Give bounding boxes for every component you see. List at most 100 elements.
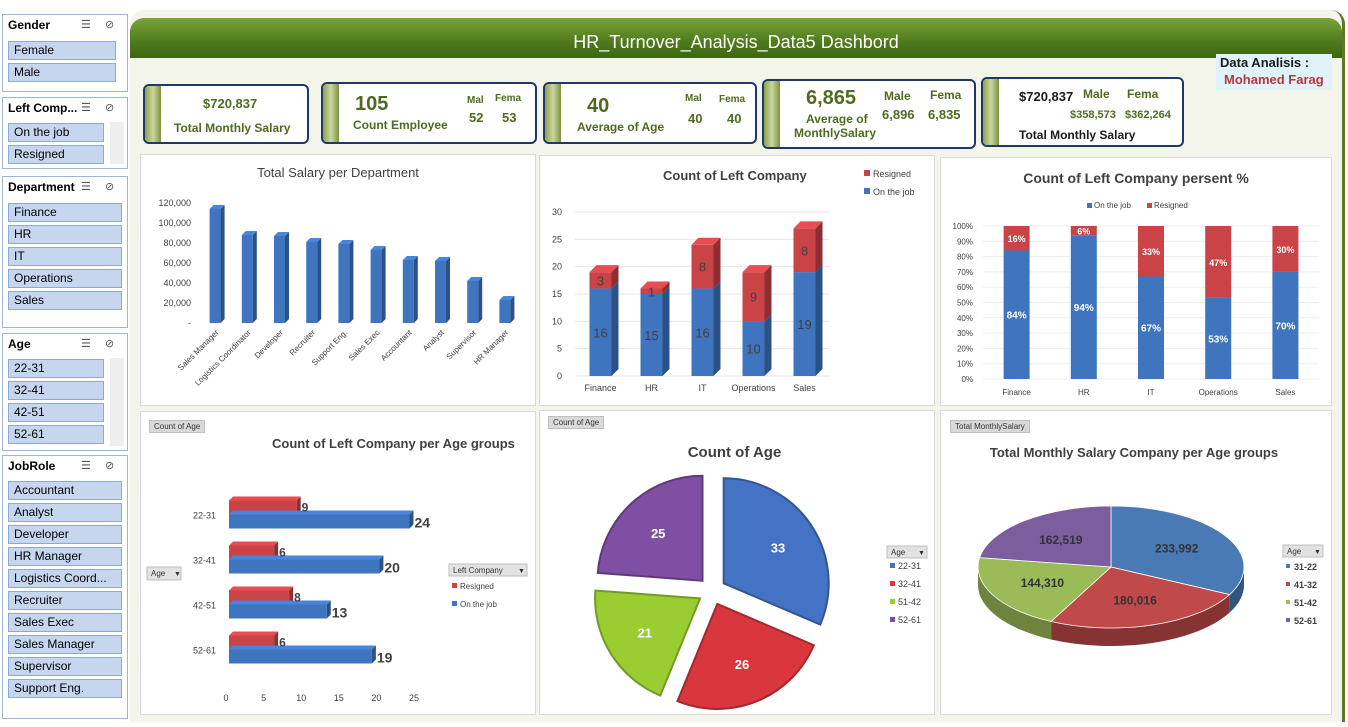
bar-top bbox=[338, 240, 354, 244]
chart-title: Count of Left Company per Age groups bbox=[272, 436, 515, 451]
age-filter-button bbox=[146, 566, 182, 581]
y-tick-label: 80% bbox=[957, 253, 973, 262]
jobrole-item[interactable]: Sales Manager bbox=[8, 635, 122, 654]
chart-6-svg: 233,992 180,016 144,310 162,519 Age ▼ 31-22 41-… bbox=[977, 505, 1324, 646]
bar-resigned bbox=[1003, 226, 1030, 251]
bar-side bbox=[413, 256, 418, 323]
data-label: 9 bbox=[302, 501, 309, 515]
legend-swatch bbox=[890, 563, 895, 568]
pie-slice bbox=[1050, 566, 1231, 629]
age-item[interactable]: 22-31 bbox=[8, 359, 104, 378]
left-item-resigned[interactable]: Resigned bbox=[8, 145, 104, 164]
jobrole-item[interactable]: Supervisor bbox=[8, 657, 122, 676]
clear-filter-icon[interactable]: ⊘ bbox=[105, 338, 115, 350]
dropdown-arrow-icon: ▼ bbox=[1314, 549, 1321, 556]
department-item[interactable]: HR bbox=[8, 225, 122, 244]
chart-1-svg: - 20,000 40,000 60,000 80,000 100,000 120,000 S… bbox=[158, 198, 515, 388]
jobrole-item[interactable]: HR Manager bbox=[8, 547, 122, 566]
total-monthly-salary-field-button[interactable]: Total MonthlySalary bbox=[950, 420, 1030, 433]
department-item[interactable]: Operations bbox=[8, 269, 122, 288]
multi-select-icon[interactable]: ☰ bbox=[81, 460, 91, 472]
department-item[interactable]: Finance bbox=[8, 203, 122, 222]
bar-resigned-top bbox=[229, 541, 279, 546]
jobrole-item[interactable]: Support Eng. bbox=[8, 679, 122, 698]
y-tick-label: 10 bbox=[552, 316, 562, 326]
legend-label: 52-61 bbox=[898, 615, 921, 625]
bar bbox=[241, 235, 253, 323]
multi-select-icon[interactable]: ☰ bbox=[81, 102, 91, 114]
bar-resigned-side bbox=[662, 281, 670, 294]
department-item[interactable]: IT bbox=[8, 247, 122, 266]
clear-filter-icon[interactable]: ⊘ bbox=[105, 460, 115, 472]
data-label: 16 bbox=[593, 325, 607, 340]
data-label: 16% bbox=[1008, 234, 1026, 244]
bar-on-the-job-top bbox=[229, 510, 414, 515]
legend-label: 32-41 bbox=[898, 579, 921, 589]
x-tick-label: 5 bbox=[261, 693, 266, 703]
data-label: 8 bbox=[699, 260, 706, 275]
data-label: 6% bbox=[1077, 227, 1090, 237]
chart-3-svg: 0% 10% 20% 30% 40% 50% 60% 70% 80% 90% 100% 84% 16% F… bbox=[953, 201, 1319, 397]
clear-filter-icon[interactable]: ⊘ bbox=[105, 19, 115, 31]
x-tick-label: 15 bbox=[334, 693, 344, 703]
y-tick-label: 0% bbox=[961, 375, 973, 384]
legend-label-resigned: Resigned bbox=[460, 582, 494, 591]
kpi-label: Count Employee bbox=[353, 118, 448, 132]
slicer-scrollbar[interactable] bbox=[110, 358, 124, 446]
legend-label-resigned: Resigned bbox=[873, 169, 911, 179]
clear-filter-icon[interactable]: ⊘ bbox=[105, 181, 115, 193]
bar-resigned bbox=[742, 272, 765, 322]
jobrole-item[interactable]: Sales Exec bbox=[8, 613, 122, 632]
gender-item-female[interactable]: Female bbox=[8, 41, 116, 60]
age-item[interactable]: 42-51 bbox=[8, 403, 104, 422]
department-slicer: Department ☰ ⊘ Finance HR IT Operations … bbox=[2, 176, 128, 328]
age-filter-label: Age bbox=[891, 548, 906, 557]
x-tick-label: Operations bbox=[731, 383, 776, 393]
data-label: 94% bbox=[1074, 303, 1094, 314]
department-item[interactable]: Sales bbox=[8, 291, 122, 310]
legend-label-on-the-job: On the job bbox=[460, 600, 497, 609]
bar-on-the-job-side bbox=[371, 645, 376, 664]
left-company-slicer-title: Left Comp... bbox=[8, 101, 78, 115]
multi-select-icon[interactable]: ☰ bbox=[81, 19, 91, 31]
bar-on-the-job-side bbox=[409, 510, 414, 529]
kpi-value: 6,865 bbox=[806, 87, 857, 109]
jobrole-item[interactable]: Logistics Coord... bbox=[8, 569, 122, 588]
jobrole-slicer-title: JobRole bbox=[8, 459, 56, 473]
jobrole-item[interactable]: Developer bbox=[8, 525, 122, 544]
legend-label-resigned: Resigned bbox=[1154, 201, 1188, 210]
kpi-total-monthly-salary-gender: $720,837 Total Monthly Salary Male $358,… bbox=[981, 77, 1184, 147]
clear-filter-icon[interactable]: ⊘ bbox=[105, 102, 115, 114]
bar-resigned bbox=[1138, 226, 1164, 277]
bar-on-the-job-side bbox=[611, 281, 619, 376]
jobrole-item[interactable]: Recruiter bbox=[8, 591, 122, 610]
age-item[interactable]: 52-61 bbox=[8, 425, 104, 444]
kpi-label-line2: MonthlySalary bbox=[794, 126, 877, 140]
bar-resigned-side bbox=[815, 221, 823, 273]
jobrole-item[interactable]: Accountant bbox=[8, 481, 122, 500]
multi-select-icon[interactable]: ☰ bbox=[81, 338, 91, 350]
bar-resigned-side bbox=[296, 496, 301, 515]
age-item[interactable]: 32-41 bbox=[8, 381, 104, 400]
chart-salary-age-groups: Total MonthlySalary Total Monthly Salary… bbox=[940, 410, 1332, 715]
kpi-count-employee: 105 Count Employee Mal 52 Fema 53 bbox=[321, 82, 537, 144]
jobrole-item[interactable]: Analyst bbox=[8, 503, 122, 522]
slicer-scrollbar[interactable] bbox=[110, 122, 124, 164]
count-of-age-field-button[interactable]: Count of Age bbox=[548, 416, 605, 429]
pie-slice bbox=[676, 602, 816, 710]
multi-select-icon[interactable]: ☰ bbox=[81, 181, 91, 193]
chart-title: Count of Age bbox=[687, 444, 782, 461]
kpi-average-monthly-salary: 6,865 Average of MonthlySalary Male 6,89… bbox=[762, 79, 976, 149]
count-of-age-field-button[interactable]: Count of Age bbox=[149, 420, 206, 433]
y-tick-label: 60,000 bbox=[163, 258, 191, 268]
pie-slice bbox=[594, 589, 702, 697]
bar-resigned bbox=[589, 272, 612, 289]
left-item-on-the-job[interactable]: On the job bbox=[8, 123, 104, 142]
legend-swatch bbox=[1286, 564, 1290, 568]
bar-side bbox=[478, 277, 483, 323]
bar bbox=[435, 261, 446, 323]
gender-item-male[interactable]: Male bbox=[8, 63, 116, 82]
kpi-value: 40 bbox=[587, 95, 610, 117]
data-label: 1 bbox=[648, 284, 655, 299]
bar bbox=[209, 209, 221, 323]
